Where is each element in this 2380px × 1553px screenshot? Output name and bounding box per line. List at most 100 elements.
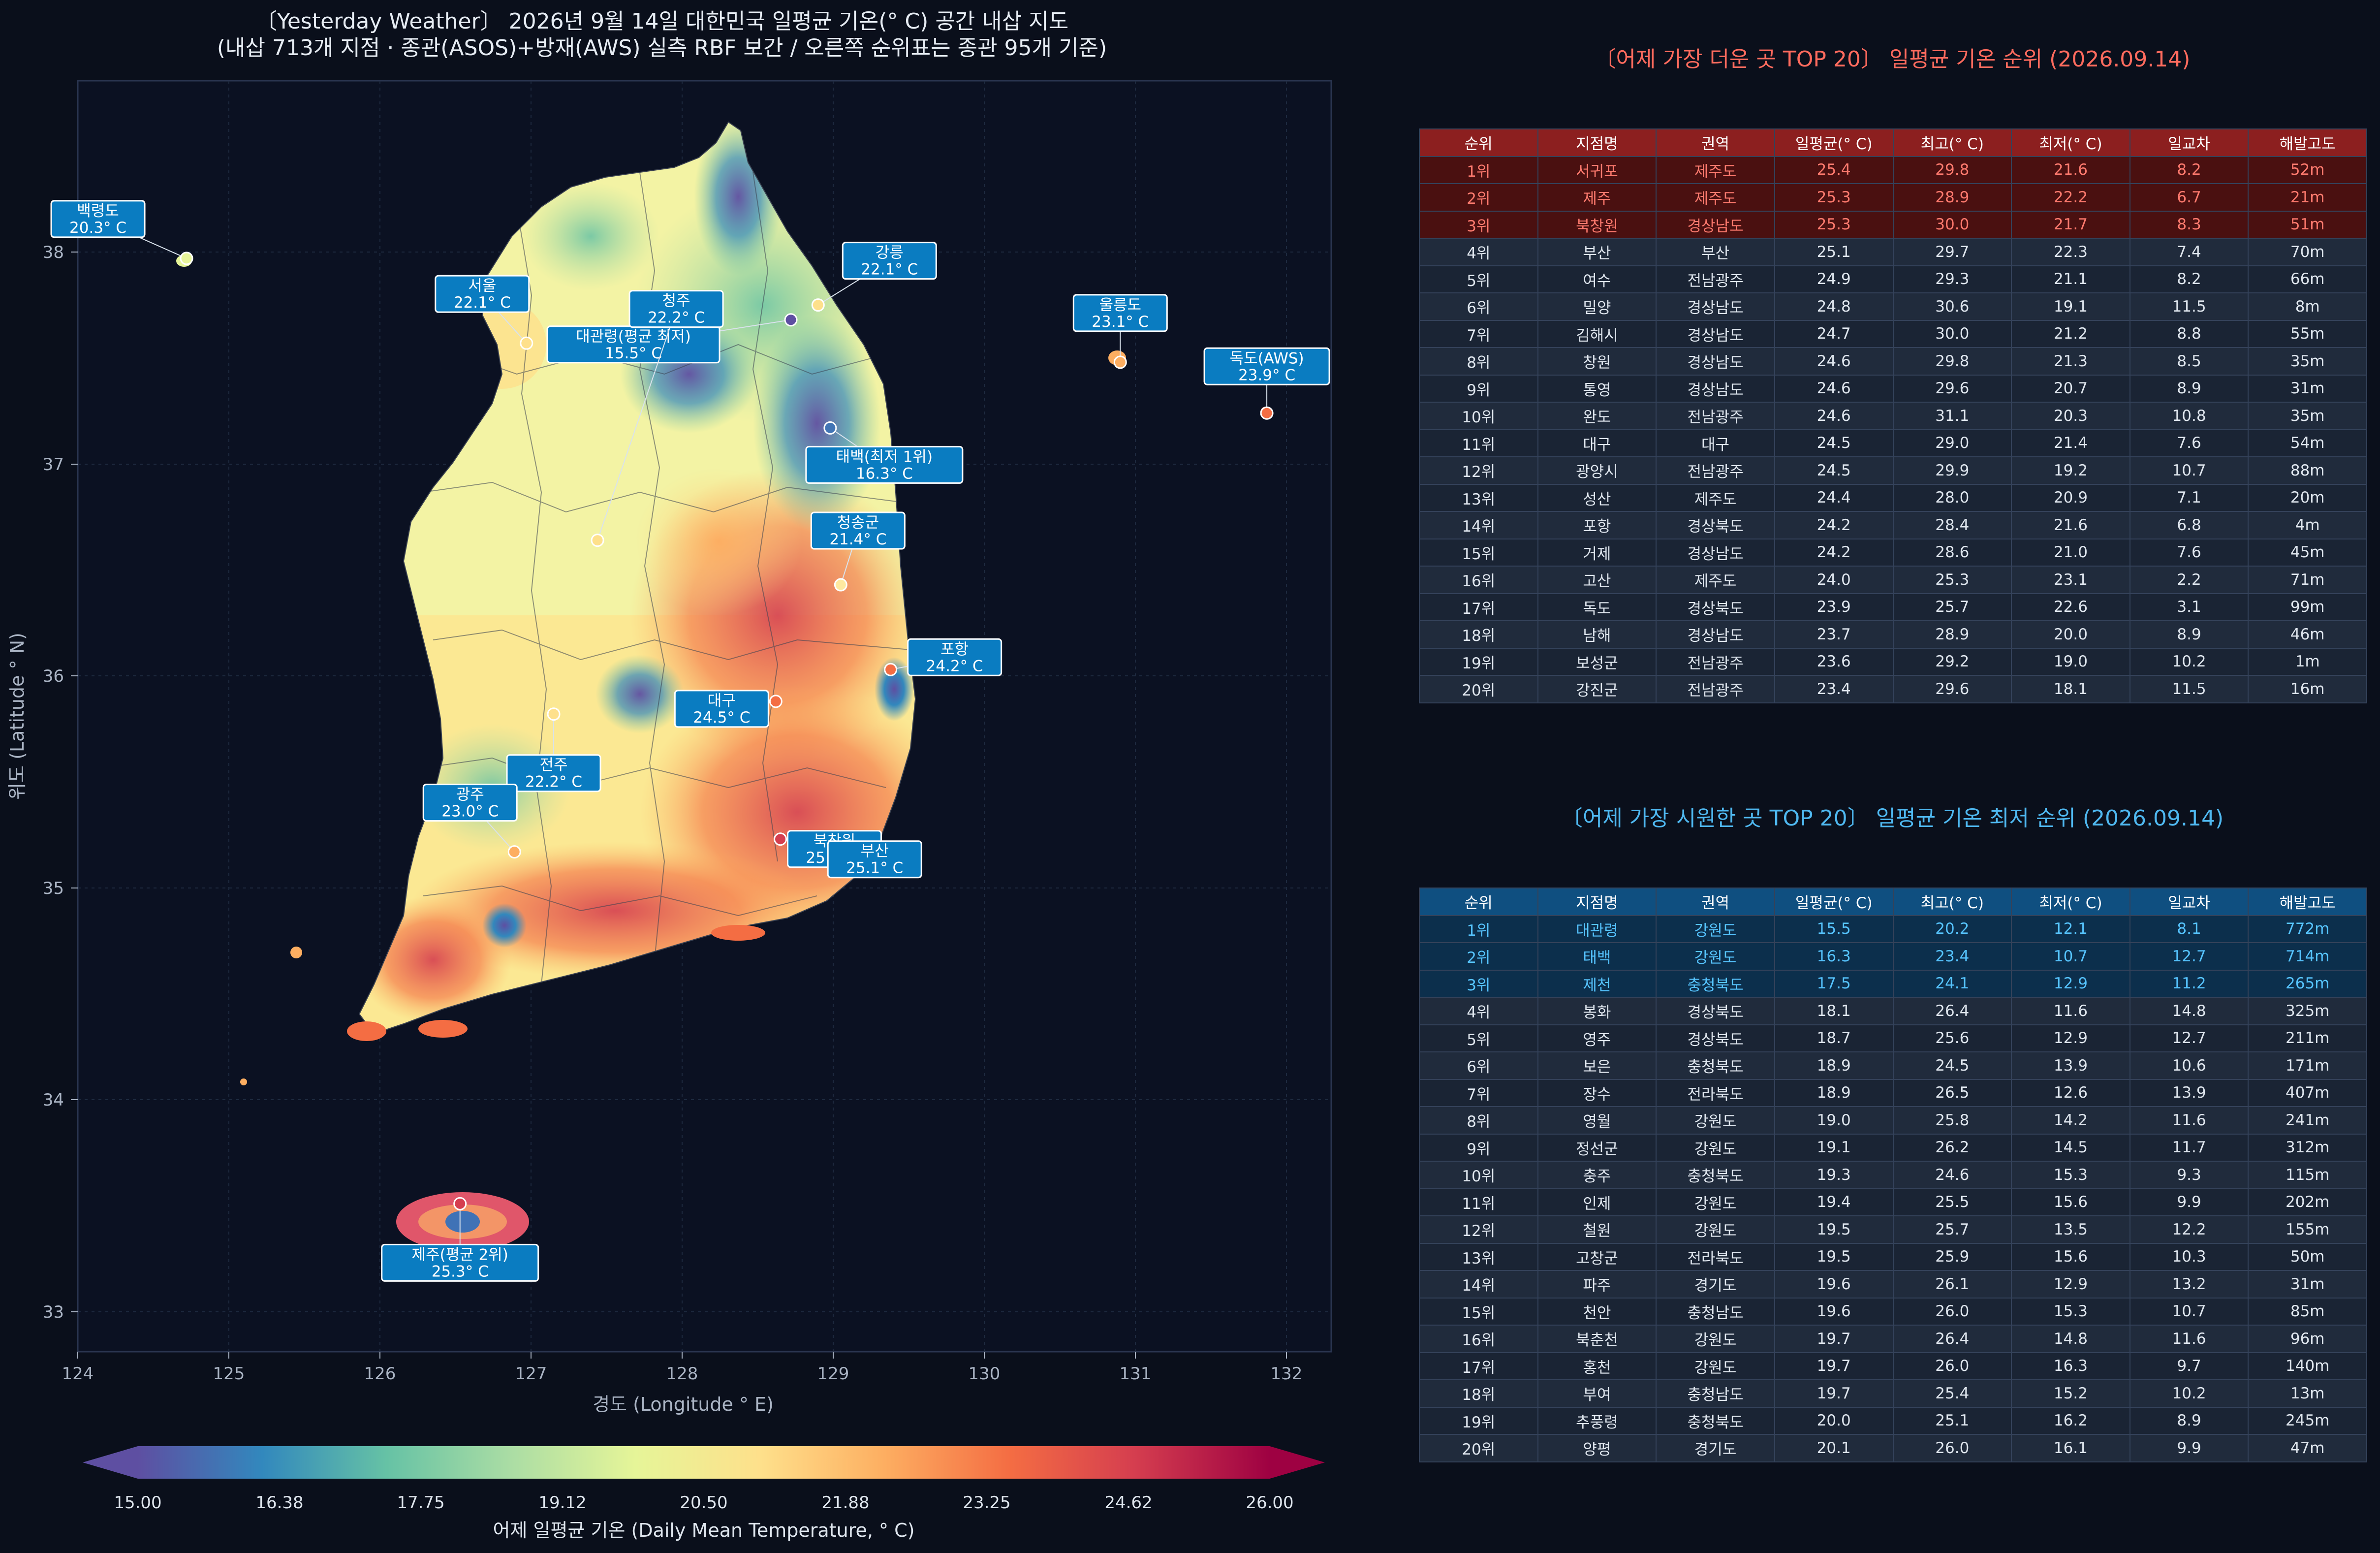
station-name: 부산 (861, 843, 889, 860)
table-cell: 23.4 (1892, 942, 2012, 971)
table-cell: 20위 (1419, 675, 1538, 703)
y-tick: 33 (43, 1302, 78, 1322)
table-cell: 7.1 (2129, 483, 2249, 512)
station-marker (180, 252, 193, 265)
table-cell: 8.3 (2129, 210, 2249, 239)
column-header: 권역 (1656, 887, 1775, 916)
table-cell: 140m (2248, 1352, 2367, 1380)
station-temp: 22.2° C (525, 773, 582, 791)
table-cell: 양평 (1537, 1434, 1657, 1462)
table-cell: 태백 (1537, 942, 1657, 971)
table-cell: 6위 (1419, 292, 1538, 321)
table-cell: 12.2 (2129, 1215, 2249, 1244)
table-cell: 18.7 (1774, 1024, 1894, 1052)
table-cell: 155m (2248, 1215, 2367, 1244)
column-header: 최저(° C) (2011, 128, 2130, 157)
table-row: 20위 강진군 전남광주 23.4 29.6 18.1 11.5 16m (1419, 675, 2367, 703)
table-cell: 강원도 (1656, 1325, 1775, 1353)
table-cell: 20m (2248, 483, 2367, 512)
table-cell: 1위 (1419, 156, 1538, 184)
station-name: 청송군 (837, 514, 879, 532)
table-row: 17위 홍천 강원도 19.7 26.0 16.3 9.7 140m (1419, 1352, 2367, 1380)
cold-table-title: 〔어제 가장 시원한 곳 TOP 20〕 일평균 기온 최저 순위 (2026.… (1561, 806, 2224, 831)
table-cell: 제주 (1537, 183, 1657, 212)
table-cell: 211m (2248, 1024, 2367, 1052)
table-cell: 19.5 (1774, 1215, 1894, 1244)
table-row: 7위 장수 전라북도 18.9 26.5 12.6 13.9 407m (1419, 1078, 2367, 1107)
table-cell: 18.1 (2011, 675, 2130, 703)
table-cell: 52m (2248, 156, 2367, 184)
table-cell: 9위 (1419, 374, 1538, 403)
station-name: 전주 (540, 757, 568, 774)
colorbar: 15.00 16.38 17.75 19.12 20.50 21.88 23.2… (83, 1446, 1325, 1541)
station-marker (453, 1197, 467, 1210)
colorbar-tick-label: 17.75 (397, 1493, 444, 1513)
table-cell: 경기도 (1656, 1270, 1775, 1299)
y-tick: 34 (43, 1090, 78, 1110)
table-cell: 28.9 (1892, 183, 2012, 212)
colorbar-extend-min (83, 1446, 138, 1479)
station-temp: 16.3° C (856, 465, 913, 482)
table-cell: 통영 (1537, 374, 1657, 403)
table-cell: 1위 (1419, 915, 1538, 943)
table-row: 17위 독도 경상북도 23.9 25.7 22.6 3.1 99m (1419, 593, 2367, 621)
x-tick-label: 127 (515, 1364, 547, 1384)
station-name: 백령도 (77, 202, 119, 220)
table-cell: 11.6 (2011, 997, 2130, 1025)
table-cell: 8위 (1419, 347, 1538, 376)
jeju-island (396, 1192, 529, 1251)
table-cell: 11.2 (2129, 969, 2249, 998)
table-cell: 11위 (1419, 429, 1538, 457)
table-cell: 26.2 (1892, 1133, 2012, 1162)
x-tick-label: 130 (969, 1364, 1001, 1384)
table-cell: 충청남도 (1656, 1379, 1775, 1408)
table-cell: 여수 (1537, 265, 1657, 293)
column-header: 일평균(° C) (1774, 887, 1894, 916)
x-tick-label: 131 (1120, 1364, 1152, 1384)
table-cell: 22.2 (2011, 183, 2130, 212)
colorbar-tick-label: 23.25 (963, 1493, 1010, 1513)
colorbar-tick-label: 20.50 (680, 1493, 727, 1513)
table-cell: 충청북도 (1656, 1406, 1775, 1435)
station-temp: 24.2° C (926, 657, 983, 675)
table-cell: 2위 (1419, 183, 1538, 212)
table-cell: 8.9 (2129, 620, 2249, 649)
station-name: 울릉도 (1099, 296, 1142, 314)
station-name: 서울 (468, 277, 496, 295)
table-cell: 23.7 (1774, 620, 1894, 649)
table-cell: 7.4 (2129, 238, 2249, 266)
table-cell: 전라북도 (1656, 1242, 1775, 1271)
table-cell: 11.5 (2129, 292, 2249, 321)
table-cell: 21.4 (2011, 429, 2130, 457)
table-cell: 20.0 (2011, 620, 2130, 649)
table-cell: 24.7 (1774, 319, 1894, 348)
station-temp: 20.3° C (69, 219, 126, 237)
x-tick-label: 132 (1271, 1364, 1303, 1384)
table-cell: 창원 (1537, 347, 1657, 376)
table-cell: 전남광주 (1656, 402, 1775, 430)
table-cell: 88m (2248, 456, 2367, 485)
table-cell: 29.8 (1892, 156, 2012, 184)
station-temp: 25.1° C (846, 859, 903, 877)
table-cell: 8.8 (2129, 319, 2249, 348)
table-cell: 2위 (1419, 942, 1538, 971)
table-cell: 6.7 (2129, 183, 2249, 212)
colorbar-ticks: 15.00 16.38 17.75 19.12 20.50 21.88 23.2… (114, 1493, 1293, 1513)
table-row: 5위 여수 전남광주 24.9 29.3 21.1 8.2 66m (1419, 265, 2367, 293)
table-cell: 21.0 (2011, 538, 2130, 567)
table-cell: 18위 (1419, 1379, 1538, 1408)
table-cell: 171m (2248, 1051, 2367, 1080)
table-cell: 10.7 (2011, 942, 2130, 971)
table-row: 14위 파주 경기도 19.6 26.1 12.9 13.2 31m (1419, 1270, 2367, 1299)
table-cell: 21.2 (2011, 319, 2130, 348)
table-cell: 10.2 (2129, 1379, 2249, 1408)
x-tick-label: 126 (364, 1364, 396, 1384)
column-header: 최고(° C) (1892, 128, 2012, 157)
colorbar-ramp (138, 1446, 1270, 1479)
table-cell: 9위 (1419, 1133, 1538, 1162)
table-cell: 13위 (1419, 1242, 1538, 1271)
table-cell: 12.9 (2011, 969, 2130, 998)
station-label-box (674, 690, 769, 728)
